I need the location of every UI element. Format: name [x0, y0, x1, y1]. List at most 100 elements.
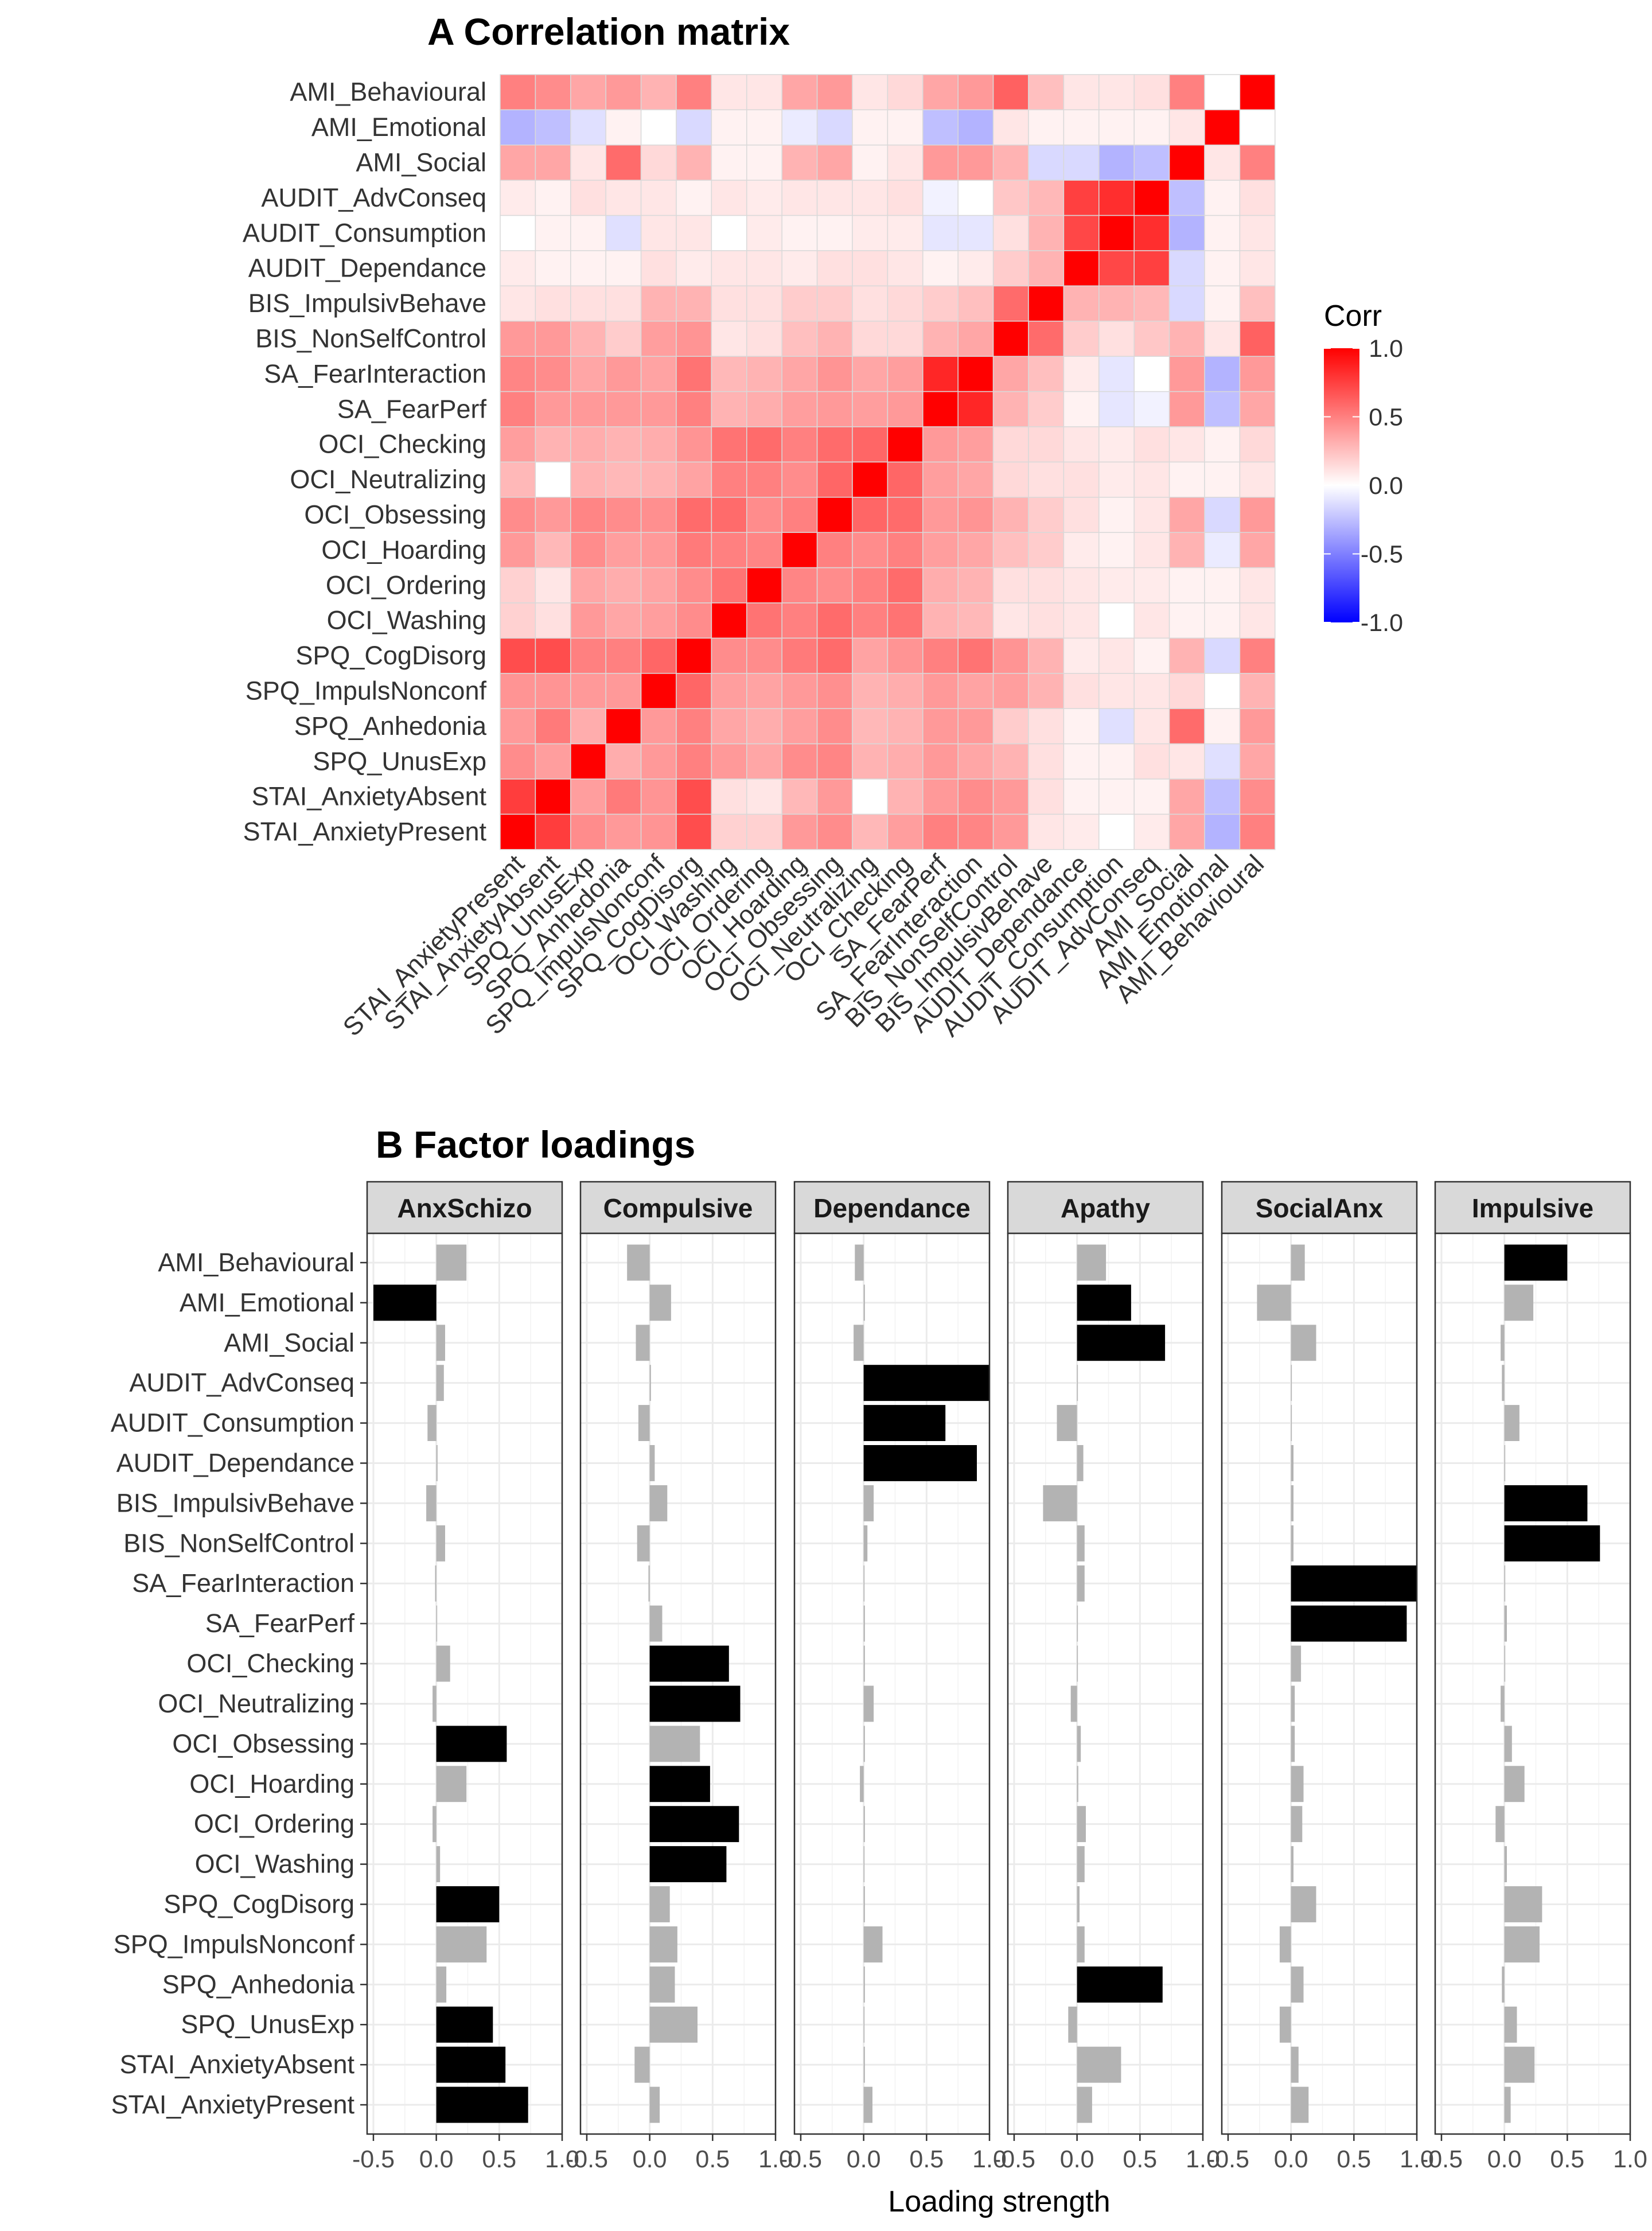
row-label-stai-anxietypresent: STAI_AnxietyPresent	[243, 817, 487, 846]
heatmap-cell	[1239, 285, 1276, 322]
heatmap-cell	[1168, 778, 1205, 815]
heatmap-cell	[852, 426, 889, 463]
bar-audit-advconseq	[1077, 1365, 1078, 1401]
heatmap-cell	[852, 708, 889, 745]
bar-ami-behavioural	[627, 1244, 650, 1281]
bar-sa-fearperf	[436, 1605, 438, 1642]
heatmap-cell	[535, 497, 571, 533]
bar-ami-emotional	[1504, 1284, 1534, 1321]
heatmap-cell	[1028, 250, 1065, 287]
heatmap-row-labels: AMI_Behavioural AMI_Emotional AMI_Social AU…	[243, 77, 487, 846]
category-label-spq-impulsnonconf: SPQ_ImpulsNonconf	[114, 1929, 355, 1959]
heatmap-cell	[922, 743, 959, 780]
heatmap-cell	[676, 215, 712, 251]
bar-audit-consumption	[1504, 1405, 1519, 1441]
heatmap-cell	[1063, 743, 1100, 780]
row-label-oci-ordering: OCI_Ordering	[326, 570, 486, 599]
heatmap-cell	[922, 778, 959, 815]
heatmap-cell	[535, 250, 571, 287]
heatmap-cell	[922, 673, 959, 709]
loadings-x-axis-title: Loading strength	[888, 2185, 1110, 2218]
heatmap-cell	[1168, 391, 1205, 427]
bar-stai-anxietyabsent	[436, 2046, 506, 2083]
heatmap-cell	[852, 778, 889, 815]
heatmap-cell	[500, 391, 536, 427]
bar-ami-social	[1077, 1325, 1166, 1361]
heatmap-cell	[1098, 673, 1135, 709]
heatmap-cell	[781, 250, 818, 287]
heatmap-cell	[605, 778, 642, 815]
heatmap-cell	[816, 391, 853, 427]
heatmap-cell	[711, 813, 747, 850]
heatmap-cell	[676, 637, 712, 674]
heatmap-cell	[500, 673, 536, 709]
bar-spq-unusexp	[1279, 2006, 1291, 2043]
heatmap-cell	[746, 532, 782, 569]
facet-plot-area	[580, 1233, 776, 2134]
heatmap-cell	[957, 109, 994, 146]
heatmap-cell	[640, 321, 677, 357]
heatmap-cell	[1098, 708, 1135, 745]
row-label-oci-hoarding: OCI_Hoarding	[321, 535, 486, 564]
heatmap-cell	[605, 637, 642, 674]
x-tick-label: 0.0	[1487, 2146, 1522, 2173]
heatmap-cell	[570, 356, 606, 392]
heatmap-cell	[500, 743, 536, 780]
row-label-oci-washing: OCI_Washing	[327, 606, 486, 635]
bar-bis-impulsivbehave	[1291, 1485, 1293, 1521]
heatmap-cell	[922, 813, 959, 850]
heatmap-cell	[1168, 497, 1205, 533]
heatmap-cell	[1133, 673, 1170, 709]
heatmap-cell	[887, 426, 924, 463]
bar-oci-washing	[863, 1846, 865, 1882]
heatmap-cell	[1204, 778, 1241, 815]
heatmap-cell	[1063, 708, 1100, 745]
bar-oci-obsessing	[1291, 1726, 1295, 1762]
heatmap-cell	[605, 215, 642, 251]
heatmap-cell	[992, 215, 1029, 251]
heatmap-cell	[605, 145, 642, 181]
heatmap-cell	[816, 743, 853, 780]
x-tick-label: -0.5	[993, 2146, 1035, 2173]
bar-oci-hoarding	[1291, 1766, 1304, 1802]
heatmap-cell	[640, 215, 677, 251]
heatmap-cell	[816, 74, 853, 111]
bar-oci-obsessing	[1504, 1726, 1512, 1762]
heatmap-cell	[992, 673, 1029, 709]
bar-ami-emotional	[373, 1284, 437, 1321]
heatmap-cell	[887, 391, 924, 427]
facet-apathy: Apathy -0.5 0.0 0.5 1.0	[993, 1181, 1220, 2173]
heatmap-cell	[816, 497, 853, 533]
heatmap-cell	[570, 532, 606, 569]
heatmap-cell	[1204, 497, 1241, 533]
heatmap-cell	[922, 497, 959, 533]
heatmap-cell	[570, 321, 606, 357]
heatmap-cell	[535, 391, 571, 427]
row-label-oci-checking: OCI_Checking	[318, 430, 486, 459]
heatmap-cell	[887, 497, 924, 533]
heatmap-cell	[1063, 145, 1100, 181]
heatmap-cell	[852, 567, 889, 604]
heatmap-cell	[1239, 180, 1276, 216]
heatmap-cell	[852, 356, 889, 392]
bar-stai-anxietypresent	[863, 2086, 872, 2123]
bar-spq-impulsnonconf	[649, 1926, 677, 1963]
heatmap-cell	[887, 250, 924, 287]
heatmap-cell	[781, 708, 818, 745]
heatmap-cell	[500, 778, 536, 815]
heatmap-cell	[957, 74, 994, 111]
heatmap-cell	[1063, 813, 1100, 850]
heatmap-cell	[1204, 180, 1241, 216]
heatmap-cells	[500, 74, 1276, 850]
heatmap-cell	[781, 778, 818, 815]
heatmap-cell	[816, 602, 853, 639]
heatmap-cell	[711, 708, 747, 745]
category-label-audit-advconseq: AUDIT_AdvConseq	[129, 1368, 354, 1397]
bar-stai-anxietyabsent	[1291, 2046, 1299, 2083]
heatmap-cell	[746, 321, 782, 357]
bar-oci-checking	[1077, 1645, 1078, 1682]
heatmap-cell	[1168, 532, 1205, 569]
category-label-ami-social: AMI_Social	[224, 1328, 354, 1357]
bar-ami-behavioural	[1291, 1244, 1305, 1281]
heatmap-cell	[1239, 778, 1276, 815]
